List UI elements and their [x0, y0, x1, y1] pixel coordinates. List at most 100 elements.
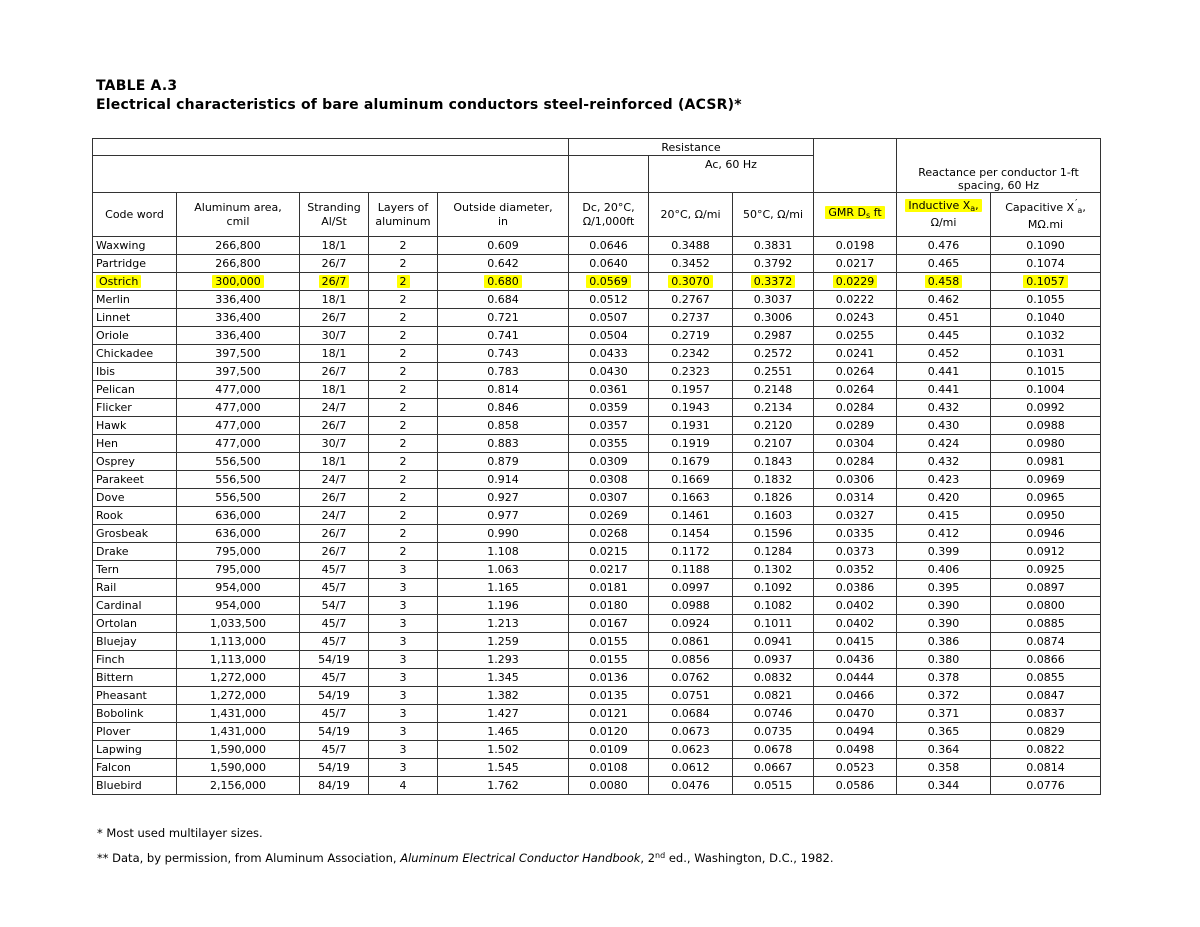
cell-aluminum-area: 954,000 — [176, 596, 300, 615]
cell-code-word: Merlin — [92, 290, 177, 309]
cell-code-word: Bluejay — [92, 632, 177, 651]
cell-gmr: 0.0402 — [813, 614, 898, 633]
cell-ac-50c: 0.3792 — [731, 254, 815, 273]
cell-stranding: 18/1 — [299, 290, 369, 309]
cell-ac-50c: 0.0515 — [731, 776, 815, 795]
cell-dc-resistance: 0.0359 — [568, 398, 649, 417]
cell-gmr: 0.0327 — [813, 506, 898, 525]
cell-inductive-reactance: 0.465 — [896, 254, 992, 273]
table-row: Bittern 1,272,000 45/7 3 1.345 0.0136 0.0762 0.… — [92, 668, 1102, 687]
cell-outside-diameter: 1.293 — [437, 650, 569, 669]
cell-stranding: 18/1 — [299, 344, 369, 363]
col-header-inductive-reactance: Inductive Xa, Ω/mi — [896, 192, 992, 237]
gmr-highlight: GMR Ds ft — [825, 206, 885, 220]
cell-outside-diameter: 0.680 — [437, 272, 569, 291]
cell-aluminum-area: 795,000 — [176, 560, 300, 579]
cell-inductive-reactance: 0.395 — [896, 578, 992, 597]
cell-aluminum-area: 954,000 — [176, 578, 300, 597]
table-row: Plover 1,431,000 54/19 3 1.465 0.0120 0.0673 0.… — [92, 722, 1102, 741]
table-row: Oriole 336,400 30/7 2 0.741 0.0504 0.2719 0.298… — [92, 326, 1102, 345]
cell-inductive-reactance: 0.390 — [896, 596, 992, 615]
table-row: Grosbeak 636,000 26/7 2 0.990 0.0268 0.1454 0.1… — [92, 524, 1102, 543]
cell-stranding: 45/7 — [299, 704, 369, 723]
cell-outside-diameter: 1.165 — [437, 578, 569, 597]
cell-outside-diameter: 1.382 — [437, 686, 569, 705]
cell-inductive-reactance: 0.415 — [896, 506, 992, 525]
table-row: Rail 954,000 45/7 3 1.165 0.0181 0.0997 0.1092 0… — [92, 578, 1102, 597]
cell-aluminum-area: 1,033,500 — [176, 614, 300, 633]
table-row: Bobolink 1,431,000 45/7 3 1.427 0.0121 0.0684 0… — [92, 704, 1102, 723]
cell-ac-20c: 0.2737 — [648, 308, 733, 327]
table-row: Pelican 477,000 18/1 2 0.814 0.0361 0.1957 0.21… — [92, 380, 1102, 399]
table-row: Hen 477,000 30/7 2 0.883 0.0355 0.1919 0.2107 0.… — [92, 434, 1102, 453]
cell-gmr: 0.0373 — [813, 542, 898, 561]
cell-capacitive-reactance: 0.0912 — [990, 542, 1102, 561]
cell-layers: 2 — [368, 398, 438, 417]
cell-ac-50c: 0.1843 — [731, 452, 815, 471]
cell-capacitive-reactance: 0.0814 — [990, 758, 1102, 777]
cell-ac-50c: 0.0937 — [731, 650, 815, 669]
cell-outside-diameter: 0.721 — [437, 308, 569, 327]
cell-dc-resistance: 0.0646 — [568, 236, 649, 255]
cell-capacitive-reactance: 0.0950 — [990, 506, 1102, 525]
cell-stranding: 26/7 — [299, 254, 369, 273]
cell-code-word: Bittern — [92, 668, 177, 687]
cell-dc-resistance: 0.0269 — [568, 506, 649, 525]
table-body: Waxwing 266,800 18/1 2 0.609 0.0646 0.3488 0.38… — [92, 236, 1102, 795]
cell-code-word: Hen — [92, 434, 177, 453]
cell-ac-50c: 0.0746 — [731, 704, 815, 723]
header-blank-area — [92, 155, 569, 193]
col-header-ac-20c: 20°C, Ω/mi — [648, 192, 733, 237]
table-number: TABLE A.3 — [96, 78, 178, 94]
cell-layers: 2 — [368, 254, 438, 273]
cell-gmr: 0.0494 — [813, 722, 898, 741]
group-header-row-1: Resistance Reactance per conductor 1-ft … — [92, 138, 1102, 193]
cell-layers: 4 — [368, 776, 438, 795]
cell-ac-50c: 0.0735 — [731, 722, 815, 741]
cell-ac-20c: 0.0762 — [648, 668, 733, 687]
cell-ac-50c: 0.2134 — [731, 398, 815, 417]
cell-layers: 2 — [368, 416, 438, 435]
table-row: Merlin 336,400 18/1 2 0.684 0.0512 0.2767 0.303… — [92, 290, 1102, 309]
cell-ac-50c: 0.1603 — [731, 506, 815, 525]
cell-inductive-reactance: 0.420 — [896, 488, 992, 507]
cell-layers: 3 — [368, 578, 438, 597]
cell-layers: 3 — [368, 596, 438, 615]
cell-capacitive-reactance: 0.0946 — [990, 524, 1102, 543]
cell-ac-50c: 0.3037 — [731, 290, 815, 309]
cell-ac-20c: 0.0673 — [648, 722, 733, 741]
cell-layers: 3 — [368, 614, 438, 633]
col-header-aluminum-area: Aluminum area, cmil — [176, 192, 300, 237]
cell-ac-20c: 0.0856 — [648, 650, 733, 669]
cell-outside-diameter: 1.213 — [437, 614, 569, 633]
cell-gmr: 0.0466 — [813, 686, 898, 705]
cell-ac-50c: 0.3831 — [731, 236, 815, 255]
cell-dc-resistance: 0.0355 — [568, 434, 649, 453]
cell-aluminum-area: 336,400 — [176, 290, 300, 309]
reactance-line-1: Reactance per conductor 1-ft — [918, 166, 1079, 179]
cell-dc-resistance: 0.0512 — [568, 290, 649, 309]
cell-inductive-reactance: 0.378 — [896, 668, 992, 687]
cell-gmr: 0.0217 — [813, 254, 898, 273]
cell-aluminum-area: 266,800 — [176, 236, 300, 255]
cell-layers: 2 — [368, 488, 438, 507]
cell-stranding: 26/7 — [299, 362, 369, 381]
cell-dc-resistance: 0.0215 — [568, 542, 649, 561]
cell-outside-diameter: 1.259 — [437, 632, 569, 651]
group-header-resistance: Resistance — [567, 138, 815, 156]
cell-capacitive-reactance: 0.0885 — [990, 614, 1102, 633]
cell-aluminum-area: 556,500 — [176, 452, 300, 471]
cell-inductive-reactance: 0.476 — [896, 236, 992, 255]
cell-gmr: 0.0284 — [813, 398, 898, 417]
table-row: Chickadee 397,500 18/1 2 0.743 0.0433 0.2342 0.… — [92, 344, 1102, 363]
cell-aluminum-area: 336,400 — [176, 308, 300, 327]
cell-stranding: 45/7 — [299, 632, 369, 651]
cell-dc-resistance: 0.0167 — [568, 614, 649, 633]
cell-ac-20c: 0.1669 — [648, 470, 733, 489]
cell-layers: 2 — [368, 524, 438, 543]
cell-outside-diameter: 0.858 — [437, 416, 569, 435]
cell-capacitive-reactance: 0.1031 — [990, 344, 1102, 363]
cell-dc-resistance: 0.0109 — [568, 740, 649, 759]
cell-layers: 2 — [368, 362, 438, 381]
